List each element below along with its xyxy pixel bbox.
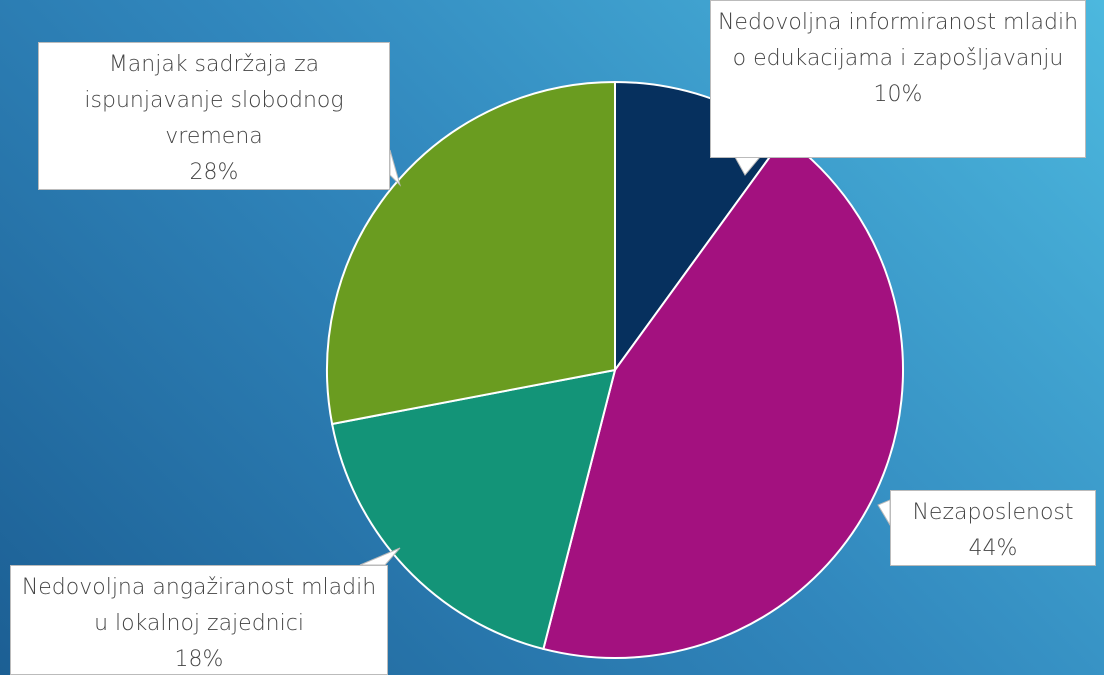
value-label: 18% (174, 647, 224, 672)
callout-pointer (877, 499, 891, 527)
value-label: 28% (189, 160, 239, 185)
data-label: Nedovoljna informiranost mladih o edukac… (710, 0, 1086, 158)
category-name: Nedovoljna angažiranost mladih u lokalno… (21, 575, 377, 636)
pie-slice (542, 135, 904, 659)
category-name: Nedovoljna informiranost mladih o edukac… (717, 10, 1079, 71)
pie-slice (330, 368, 617, 651)
value-label: 10% (873, 82, 923, 107)
data-label: Manjak sadržaja za ispunjavanje slobodno… (38, 42, 390, 190)
callout-pointer (389, 149, 402, 187)
callout-pointer (359, 547, 401, 566)
data-label: Nezaposlenost 44% (890, 490, 1096, 566)
data-label: Nedovoljna angažiranost mladih u lokalno… (10, 565, 388, 675)
category-name: Manjak sadržaja za ispunjavanje slobodno… (84, 52, 344, 149)
value-label: 44% (968, 536, 1018, 561)
category-name: Nezaposlenost (912, 500, 1074, 525)
pie-slice (326, 80, 616, 426)
